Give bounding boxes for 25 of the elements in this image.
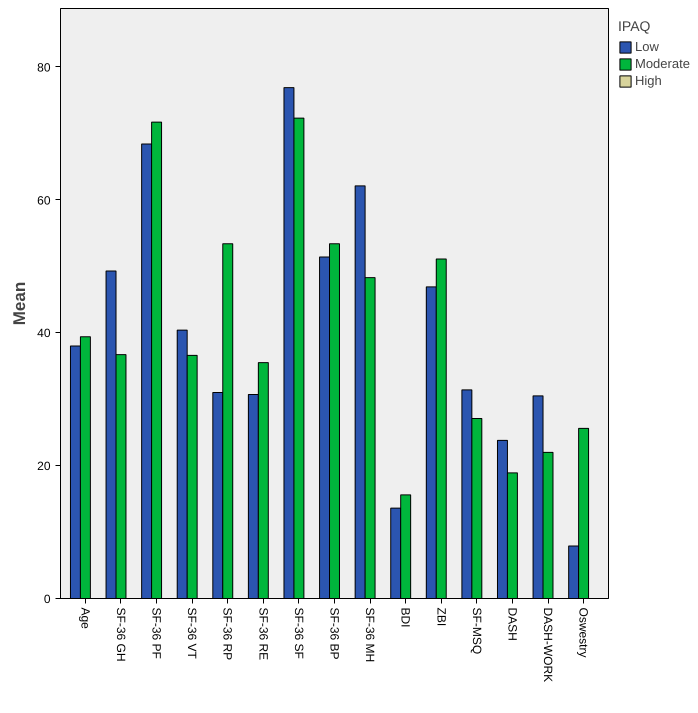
x-tick-label: SF-36 RE bbox=[256, 608, 270, 660]
y-tick-label: 0 bbox=[44, 592, 51, 606]
legend-label: Low bbox=[635, 39, 659, 54]
y-tick-label: 60 bbox=[37, 193, 51, 208]
y-axis-title: Mean bbox=[10, 282, 30, 326]
x-tick-label: DASH bbox=[505, 608, 520, 641]
x-tick-label: ZBI bbox=[434, 608, 448, 626]
x-tick-label: SF-36 PF bbox=[150, 608, 164, 659]
x-tick-label: SF-36 MH bbox=[363, 608, 378, 662]
y-tick-label: 20 bbox=[37, 459, 51, 474]
legend-title: IPAQ bbox=[618, 18, 652, 34]
x-tick-label: Age bbox=[78, 608, 92, 630]
y-tick-label: 80 bbox=[37, 60, 51, 74]
y-tick-label: 40 bbox=[37, 326, 51, 340]
x-tick-label: SF-36 VT bbox=[185, 608, 200, 660]
x-tick-label: DASH-WORK bbox=[541, 608, 556, 682]
x-tick-label: SF-36 BP bbox=[328, 608, 342, 660]
x-tick-label: BDI bbox=[398, 608, 413, 628]
legend-label: High bbox=[635, 73, 662, 88]
x-tick-label: SF-MSQ bbox=[470, 608, 484, 654]
x-tick-label: SF-36 GH bbox=[114, 608, 128, 662]
x-tick-label: Oswestry bbox=[576, 608, 591, 658]
x-tick-label: SF-36 RP bbox=[220, 608, 235, 660]
x-tick-label: SF-36 SF bbox=[292, 608, 306, 659]
legend-label: Moderate bbox=[635, 56, 690, 71]
